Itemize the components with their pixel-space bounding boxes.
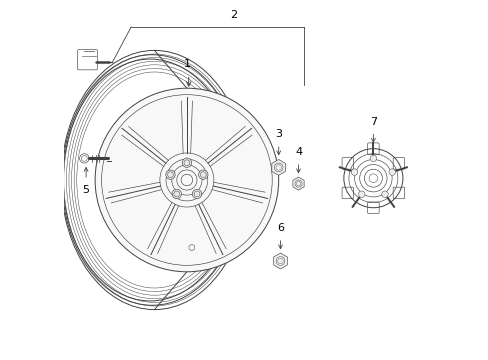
- Text: 6: 6: [276, 223, 284, 233]
- Text: 5: 5: [82, 185, 89, 195]
- Circle shape: [192, 189, 202, 199]
- Text: 2: 2: [230, 10, 237, 20]
- Circle shape: [350, 169, 357, 175]
- Circle shape: [388, 169, 395, 175]
- Circle shape: [381, 191, 387, 197]
- Text: 1: 1: [183, 59, 190, 69]
- Circle shape: [165, 170, 175, 179]
- Circle shape: [182, 158, 191, 167]
- Text: 3: 3: [275, 129, 282, 139]
- Circle shape: [358, 191, 364, 197]
- Text: 7: 7: [369, 117, 376, 127]
- Circle shape: [369, 155, 376, 162]
- Text: 4: 4: [294, 147, 302, 157]
- Circle shape: [95, 88, 278, 272]
- Circle shape: [198, 170, 207, 179]
- Circle shape: [172, 189, 181, 199]
